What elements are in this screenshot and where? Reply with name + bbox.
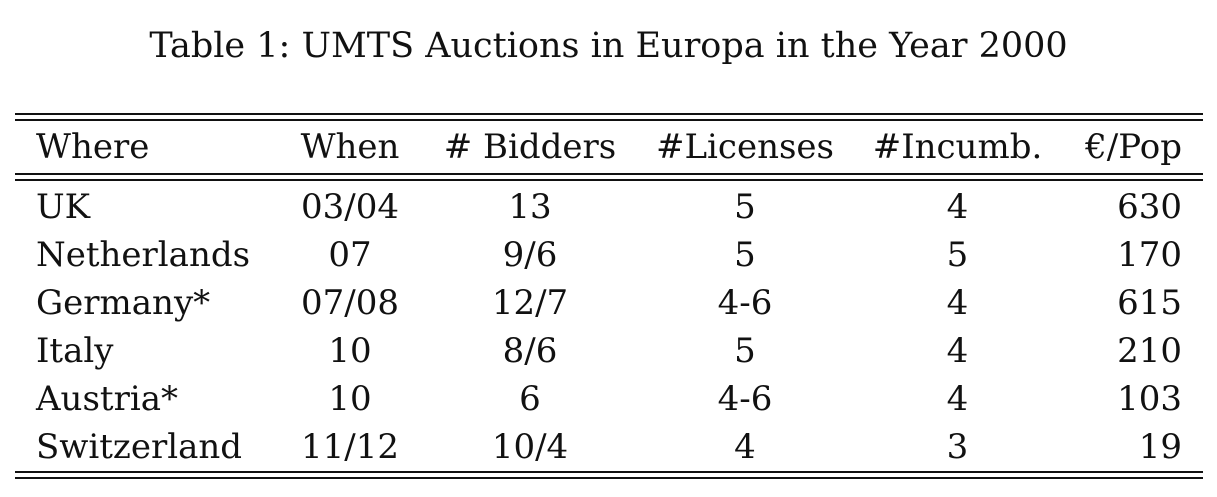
cell-incumb: 3 xyxy=(946,427,969,467)
cell-licenses: 4-6 xyxy=(717,379,773,419)
table-body: UK 03/04 13 5 4 630 Netherlands 07 9/6 5… xyxy=(15,181,1203,471)
cell-pop: 19 xyxy=(1138,427,1182,467)
cell-licenses: 5 xyxy=(734,331,756,371)
cell-incumb: 4 xyxy=(946,187,969,227)
cell-licenses: 5 xyxy=(734,187,756,227)
cell-incumb: 4 xyxy=(946,331,969,371)
cell-pop: 103 xyxy=(1117,379,1182,419)
cell-pop: 210 xyxy=(1117,331,1182,371)
cell-where: Netherlands xyxy=(36,235,251,275)
cell-bidders: 9/6 xyxy=(502,235,558,275)
table-row: Switzerland 11/12 10/4 4 3 19 xyxy=(15,423,1203,471)
table-caption: Table 1: UMTS Auctions in Europa in the … xyxy=(149,26,1068,66)
cell-licenses: 5 xyxy=(734,235,756,275)
header-where: Where xyxy=(36,127,150,167)
cell-pop: 615 xyxy=(1117,283,1182,323)
header-when: When xyxy=(300,127,400,167)
table-row: Germany* 07/08 12/7 4-6 4 615 xyxy=(15,279,1203,327)
cell-where: UK xyxy=(36,187,91,227)
table-row: Netherlands 07 9/6 5 5 170 xyxy=(15,231,1203,279)
cell-incumb: 4 xyxy=(946,379,969,419)
cell-bidders: 13 xyxy=(508,187,552,227)
cell-licenses: 4 xyxy=(734,427,756,467)
cell-pop: 170 xyxy=(1117,235,1182,275)
cell-when: 10 xyxy=(328,379,372,419)
cell-where: Switzerland xyxy=(36,427,243,467)
cell-bidders: 8/6 xyxy=(502,331,558,371)
cell-where: Italy xyxy=(36,331,114,371)
cell-when: 10 xyxy=(328,331,372,371)
auction-table: Where When # Bidders #Licenses #Incumb. … xyxy=(15,113,1203,479)
cell-licenses: 4-6 xyxy=(717,283,773,323)
cell-incumb: 4 xyxy=(946,283,969,323)
data-table: Where When # Bidders #Licenses #Incumb. … xyxy=(15,121,1203,173)
top-rule xyxy=(15,113,1203,121)
header-rule xyxy=(15,173,1203,181)
cell-bidders: 10/4 xyxy=(491,427,569,467)
cell-when: 07/08 xyxy=(301,283,399,323)
cell-when: 07 xyxy=(328,235,372,275)
cell-bidders: 12/7 xyxy=(491,283,569,323)
cell-bidders: 6 xyxy=(519,379,541,419)
header-licenses: #Licenses xyxy=(655,127,835,167)
cell-incumb: 5 xyxy=(946,235,969,275)
bottom-rule xyxy=(15,471,1203,479)
cell-when: 11/12 xyxy=(301,427,399,467)
table-row: Austria* 10 6 4-6 4 103 xyxy=(15,375,1203,423)
cell-where: Germany* xyxy=(36,283,211,323)
header-pop: €/Pop xyxy=(1085,127,1182,167)
cell-when: 03/04 xyxy=(301,187,399,227)
table-row: UK 03/04 13 5 4 630 xyxy=(15,181,1203,231)
cell-where: Austria* xyxy=(36,379,178,419)
table-row: Italy 10 8/6 5 4 210 xyxy=(15,327,1203,375)
data-table-body: UK 03/04 13 5 4 630 Netherlands 07 9/6 5… xyxy=(15,181,1203,471)
cell-pop: 630 xyxy=(1117,187,1182,227)
table-header: Where When # Bidders #Licenses #Incumb. … xyxy=(15,121,1203,173)
header-incumb: #Incumb. xyxy=(872,127,1043,167)
header-bidders: # Bidders xyxy=(443,127,617,167)
header-row: Where When # Bidders #Licenses #Incumb. … xyxy=(15,121,1203,173)
